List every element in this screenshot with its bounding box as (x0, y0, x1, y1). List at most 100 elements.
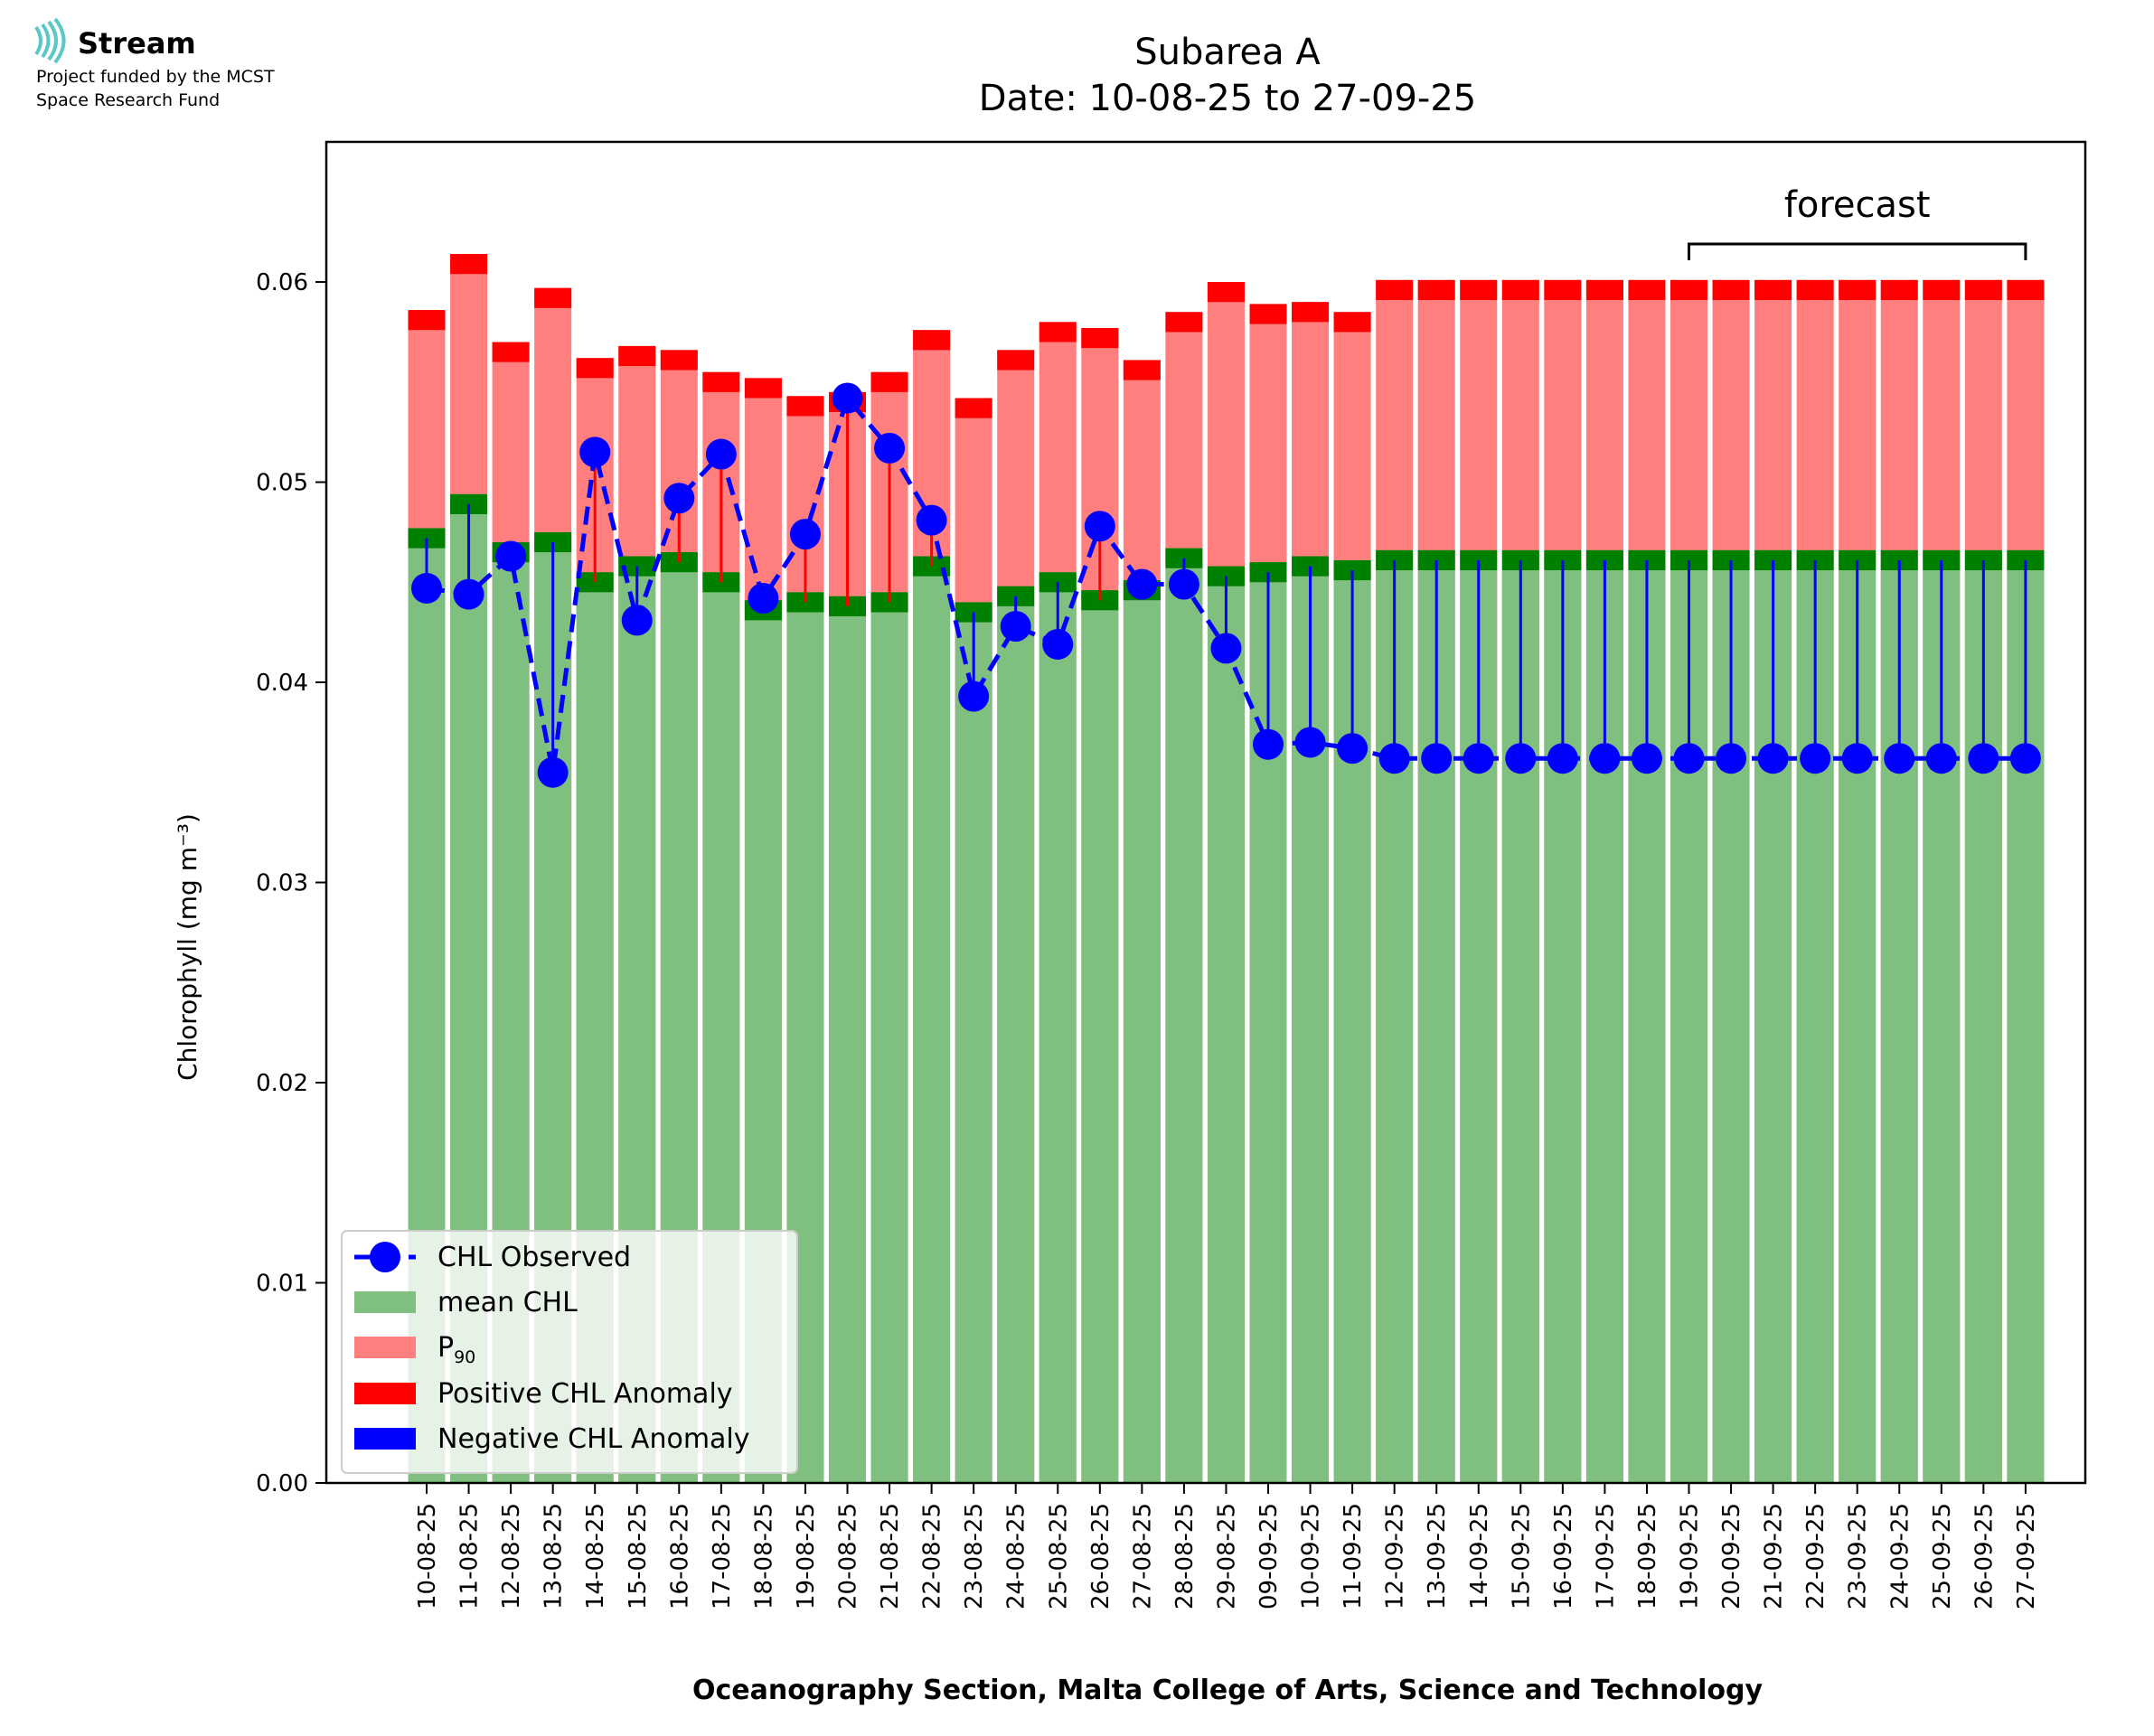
x-tick-label: 14-08-25 (582, 1503, 609, 1609)
observed-point (958, 680, 990, 712)
p90-bar-cap (955, 398, 992, 418)
observed-point (453, 578, 484, 610)
x-tick-label: 12-09-25 (1382, 1503, 1409, 1609)
x-tick-label: 26-08-25 (1087, 1503, 1115, 1609)
p90-bar-cap (1207, 282, 1245, 303)
x-tick-label: 17-09-25 (1592, 1503, 1619, 1609)
legend-p90-swatch (354, 1337, 416, 1358)
p90-bar-cap (786, 396, 824, 417)
p90-bar-cap (997, 350, 1035, 371)
axes: 0.00 0.01 0.02 0.03 0.04 0.05 0.06 10-08-25 11-0… (256, 140, 2087, 1609)
observed-point (1253, 728, 1284, 760)
mean-bar (1081, 590, 1119, 1483)
p90-bar-cap (1923, 279, 1961, 300)
legend-label: Positive CHL Anomaly (437, 1378, 733, 1410)
x-tick-label: 18-09-25 (1634, 1503, 1661, 1609)
x-tick-label: 24-08-25 (1003, 1503, 1030, 1609)
observed-point (832, 382, 863, 414)
x-tick-label: 17-08-25 (709, 1503, 736, 1609)
x-tick-label: 10-09-25 (1298, 1503, 1325, 1609)
mean-bar (1165, 548, 1203, 1483)
p90-bar-cap (1333, 312, 1371, 333)
x-tick-label: 19-08-25 (793, 1503, 820, 1609)
stream-logo: Stream Project funded by the MCST Space … (34, 17, 275, 110)
mean-bar (829, 596, 866, 1483)
x-tick-label: 24-09-25 (1886, 1503, 1914, 1609)
p90-bar-cap (1417, 279, 1455, 300)
p90-bar-cap (1123, 360, 1161, 380)
x-tick-label: 21-09-25 (1761, 1503, 1788, 1609)
p90-bar-cap (618, 345, 656, 367)
x-tick-label: 23-09-25 (1845, 1503, 1872, 1609)
observed-point (2009, 743, 2041, 774)
x-tick-label: 22-08-25 (919, 1503, 946, 1609)
legend-mean-swatch (354, 1291, 416, 1313)
observed-point (1337, 733, 1369, 765)
legend-label: CHL Observed (437, 1242, 631, 1273)
x-tick-label: 23-08-25 (961, 1503, 988, 1609)
observed-point (1126, 568, 1158, 600)
legend-negative-swatch (354, 1428, 416, 1450)
mean-bar (1123, 580, 1161, 1483)
p90-bar-cap (576, 358, 614, 379)
observed-point (1421, 743, 1453, 774)
p90-bar-cap (534, 287, 572, 308)
p90-bar-cap (408, 310, 446, 331)
observed-point (748, 583, 779, 615)
x-tick-label: 20-09-25 (1718, 1503, 1745, 1609)
x-tick-label: 13-09-25 (1424, 1503, 1451, 1609)
p90-bar-cap (1292, 302, 1330, 323)
observed-point (1084, 511, 1115, 542)
observed-point (1294, 727, 1326, 758)
observed-point (1210, 633, 1242, 664)
forecast-bracket-line (1688, 242, 2027, 260)
x-tick-label: 11-09-25 (1340, 1503, 1367, 1609)
x-tick-label: 16-09-25 (1550, 1503, 1577, 1609)
observed-point (1463, 743, 1494, 774)
mean-bar (870, 592, 908, 1483)
mean-bar-cap (408, 528, 446, 549)
x-tick-label: 28-08-25 (1171, 1503, 1199, 1609)
legend-box (341, 1230, 798, 1474)
observed-point (1168, 568, 1199, 600)
stream-logo-icon (34, 17, 66, 64)
observed-point (537, 756, 569, 788)
x-tick-label: 19-09-25 (1677, 1503, 1704, 1609)
y-tick-label: 0.04 (256, 670, 308, 697)
observed-point (411, 572, 442, 604)
p90-bar-cap (702, 371, 740, 392)
observed-point (1673, 743, 1705, 774)
x-tick-label: 25-09-25 (1929, 1503, 1956, 1609)
p90-bar-cap (1165, 312, 1203, 333)
p90-bar-cap (1460, 279, 1498, 300)
chart-title: Subarea A (1134, 32, 1321, 73)
p90-bar-cap (1585, 279, 1623, 300)
observed-point (1800, 743, 1831, 774)
x-tick-label: 12-08-25 (498, 1503, 525, 1609)
legend-label: Negative CHL Anomaly (437, 1423, 750, 1455)
forecast-bracket: forecast (1688, 184, 2027, 260)
y-tick-label: 0.00 (256, 1470, 308, 1497)
x-tick-label: 26-09-25 (1971, 1503, 1998, 1609)
observed-point (621, 605, 653, 636)
y-tick-label: 0.03 (256, 870, 308, 897)
forecast-label: forecast (1784, 184, 1931, 226)
x-tick-label: 27-08-25 (1129, 1503, 1156, 1609)
observed-point (495, 540, 527, 572)
observed-point (1925, 743, 1957, 774)
p90-bar-cap (870, 371, 908, 392)
legend-positive-swatch (354, 1383, 416, 1404)
mean-bar (1207, 566, 1245, 1483)
x-tick-label: 22-09-25 (1802, 1503, 1829, 1609)
logo-title: Stream (78, 26, 196, 61)
p90-bar-cap (1544, 279, 1582, 300)
x-tick-label: 14-09-25 (1466, 1503, 1493, 1609)
observed-point (789, 519, 821, 550)
observed-point (916, 504, 947, 536)
observed-point (1716, 743, 1747, 774)
p90-bar-cap (1880, 279, 1918, 300)
observed-point (705, 438, 737, 470)
x-tick-label: 25-08-25 (1045, 1503, 1072, 1609)
legend-observed-marker (370, 1242, 400, 1272)
